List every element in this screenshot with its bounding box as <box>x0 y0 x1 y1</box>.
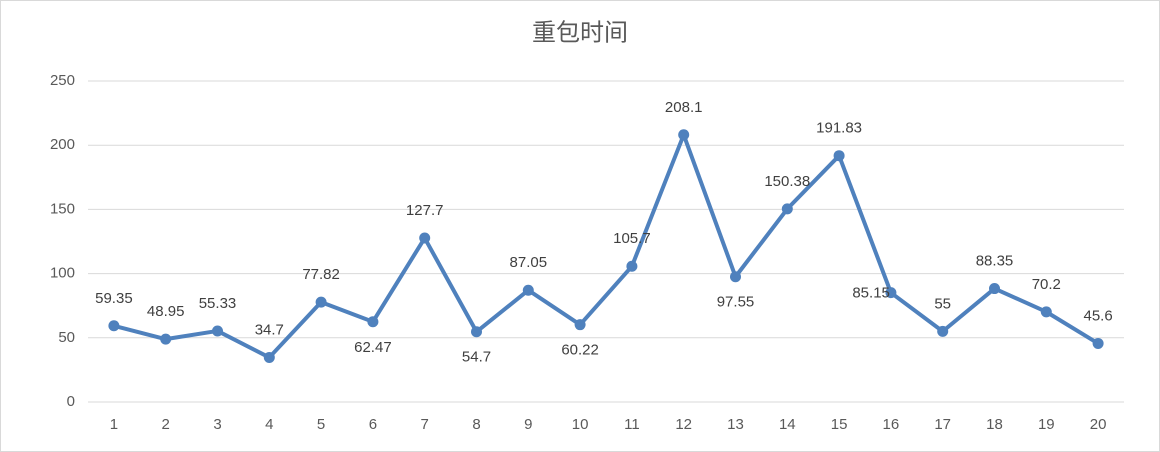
data-point <box>1040 306 1052 318</box>
data-label: 97.55 <box>717 294 755 311</box>
data-label: 48.95 <box>147 303 185 320</box>
x-tick-label: 16 <box>883 416 900 433</box>
x-tick-label: 9 <box>524 416 532 433</box>
data-point <box>678 129 690 141</box>
y-tick-label: 50 <box>58 329 75 346</box>
data-label: 88.35 <box>976 253 1014 270</box>
x-tick-label: 1 <box>110 416 118 433</box>
x-tick-label: 14 <box>779 416 796 433</box>
data-label: 62.47 <box>354 339 392 356</box>
data-point <box>833 150 845 162</box>
data-point <box>781 203 793 215</box>
y-tick-label: 250 <box>50 72 75 89</box>
data-label: 77.82 <box>302 266 340 283</box>
data-point <box>989 283 1000 295</box>
x-tick-label: 4 <box>265 416 273 433</box>
x-tick-label: 8 <box>472 416 480 433</box>
x-tick-label: 12 <box>675 416 692 433</box>
data-label: 55 <box>934 295 951 312</box>
data-point <box>626 260 638 272</box>
data-point <box>937 325 949 337</box>
data-point <box>160 333 172 345</box>
data-point <box>419 232 431 244</box>
data-label: 34.7 <box>255 321 284 338</box>
y-tick-label: 200 <box>50 136 75 153</box>
data-point <box>885 287 897 299</box>
y-tick-label: 100 <box>50 265 75 282</box>
x-tick-label: 5 <box>317 416 325 433</box>
x-tick-label: 2 <box>162 416 170 433</box>
x-tick-label: 15 <box>831 416 848 433</box>
data-point <box>522 284 534 296</box>
y-tick-label: 0 <box>67 393 75 410</box>
data-label: 54.7 <box>462 349 491 366</box>
x-tick-label: 7 <box>421 416 429 433</box>
x-tick-label: 3 <box>213 416 221 433</box>
data-label: 85.15 <box>852 285 890 302</box>
x-tick-label: 19 <box>1038 416 1055 433</box>
data-label: 191.83 <box>816 120 862 137</box>
data-label: 55.33 <box>199 295 237 312</box>
data-point <box>108 320 120 332</box>
data-line <box>113 132 1100 360</box>
data-label: 87.05 <box>510 254 548 271</box>
data-label: 70.2 <box>1032 276 1061 293</box>
data-point <box>263 351 275 363</box>
data-label: 60.22 <box>561 342 599 359</box>
x-tick-label: 6 <box>369 416 377 433</box>
y-tick-label: 150 <box>50 200 75 217</box>
x-tick-label: 20 <box>1090 416 1107 433</box>
x-tick-label: 18 <box>986 416 1003 433</box>
x-tick-label: 17 <box>934 416 951 433</box>
data-label: 208.1 <box>665 99 703 116</box>
data-label: 59.35 <box>95 290 133 307</box>
data-point <box>471 326 482 338</box>
data-point <box>574 319 586 331</box>
data-point <box>212 325 223 337</box>
data-label: 45.6 <box>1083 307 1112 324</box>
data-label: 127.7 <box>406 202 444 219</box>
data-point <box>367 316 379 328</box>
x-tick-label: 13 <box>727 416 744 433</box>
data-label: 150.38 <box>764 173 810 190</box>
data-label: 105.7 <box>613 230 651 247</box>
x-tick-label: 10 <box>572 416 589 433</box>
x-tick-label: 11 <box>624 416 640 433</box>
data-point <box>1092 337 1104 349</box>
data-point <box>730 271 741 283</box>
data-point <box>315 296 327 308</box>
chart-title: 重包时间 <box>532 19 628 46</box>
